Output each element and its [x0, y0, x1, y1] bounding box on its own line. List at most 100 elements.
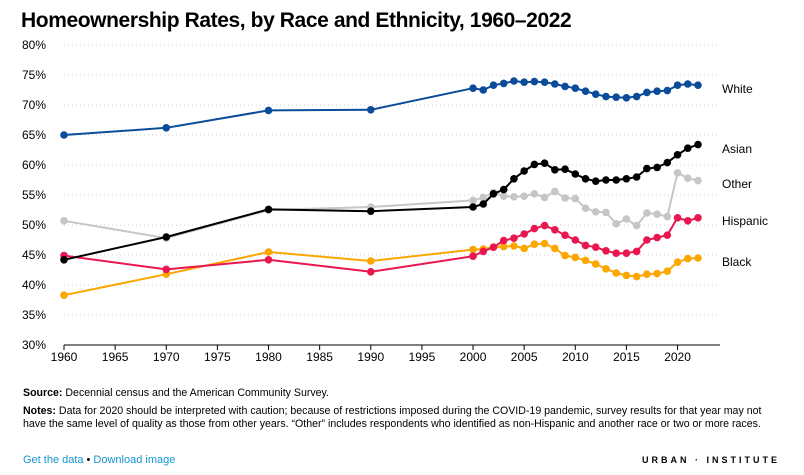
x-tick-label: 2005: [511, 350, 538, 364]
y-tick-label: 55%: [22, 188, 46, 202]
data-point-asian: [162, 233, 171, 241]
data-point-asian: [520, 167, 528, 175]
data-point-other: [520, 192, 528, 200]
data-point-other: [622, 215, 631, 223]
data-point-hispanic: [581, 241, 590, 250]
notes-text: Data for 2020 should be interpreted with…: [23, 405, 762, 430]
notes-label: Notes:: [23, 405, 56, 417]
data-point-black: [264, 248, 273, 256]
data-point-other: [663, 212, 672, 221]
data-point-white: [663, 86, 672, 95]
series-label-hispanic: Hispanic: [722, 214, 768, 228]
data-point-asian: [366, 207, 375, 215]
data-point-asian: [571, 170, 580, 178]
y-tick-label: 45%: [22, 248, 46, 262]
data-point-black: [530, 240, 539, 248]
series-line-hispanic: [63, 216, 699, 273]
data-point-other: [551, 187, 559, 196]
axes: 30% 35% 40% 45% 50% 55% 60% 65% 70% 75% 80% 1960 196…: [22, 38, 720, 364]
data-point-white: [366, 106, 375, 114]
y-tick-label: 65%: [22, 128, 46, 142]
data-point-hispanic: [162, 265, 171, 274]
series-label-asian: Asian: [722, 142, 752, 156]
data-point-black: [469, 245, 477, 254]
data-point-hispanic: [673, 214, 682, 222]
data-point-hispanic: [632, 247, 641, 256]
y-tick-label: 80%: [22, 38, 46, 52]
data-point-other: [683, 174, 692, 182]
series-label-black: Black: [722, 255, 752, 269]
data-point-other: [653, 210, 661, 218]
y-tick-label: 60%: [22, 158, 46, 172]
notes: Notes: Data for 2020 should be interpret…: [23, 405, 783, 431]
data-point-other: [530, 190, 539, 198]
data-point-white: [581, 87, 590, 95]
data-point-black: [510, 242, 518, 250]
chart-footer: Source: Decennial census and the America…: [23, 387, 783, 436]
data-point-other: [632, 221, 641, 230]
data-point-asian: [60, 255, 68, 264]
series-group: [60, 77, 702, 300]
data-point-black: [622, 271, 631, 280]
series-line-other: [63, 171, 699, 240]
data-point-asian: [694, 140, 702, 149]
data-point-other: [561, 194, 569, 202]
download-image-link[interactable]: Download image: [93, 454, 176, 466]
y-tick-label: 40%: [22, 278, 46, 292]
data-point-hispanic: [479, 247, 488, 256]
data-point-white: [551, 80, 559, 88]
data-point-white: [510, 77, 518, 85]
line-chart: 30% 35% 40% 45% 50% 55% 60% 65% 70% 75% 80% 1960 196…: [22, 38, 768, 364]
y-tick-label: 50%: [22, 218, 46, 232]
data-point-white: [499, 79, 508, 88]
x-tick-label: 1980: [255, 350, 282, 364]
data-point-white: [632, 92, 641, 101]
data-point-black: [663, 267, 672, 276]
data-point-black: [520, 244, 528, 253]
data-point-asian: [622, 175, 631, 183]
chart-title: Homeownership Rates, by Race and Ethnici…: [21, 9, 572, 32]
data-point-asian: [530, 160, 539, 169]
data-point-white: [489, 81, 498, 89]
data-point-asian: [643, 164, 651, 173]
data-point-other: [469, 196, 477, 205]
data-point-hispanic: [653, 233, 661, 242]
data-point-black: [499, 242, 508, 251]
data-point-white: [683, 80, 692, 88]
data-point-other: [479, 193, 488, 202]
data-point-white: [520, 78, 528, 86]
data-point-white: [602, 92, 610, 101]
data-point-white: [162, 124, 171, 132]
data-point-asian: [673, 151, 682, 159]
data-point-other: [571, 194, 580, 203]
data-point-asian: [632, 173, 641, 181]
data-point-hispanic: [612, 249, 620, 257]
y-tick-label: 75%: [22, 68, 46, 82]
data-point-black: [632, 272, 641, 281]
data-point-white: [673, 81, 682, 89]
data-point-black: [683, 254, 692, 263]
series-line-white: [63, 80, 699, 136]
data-point-black: [643, 270, 651, 279]
data-point-asian: [479, 200, 488, 208]
x-tick-label: 2010: [562, 350, 589, 364]
data-point-asian: [510, 175, 518, 183]
data-point-asian: [499, 185, 508, 194]
x-tick-label: 2000: [460, 350, 487, 364]
data-point-hispanic: [499, 236, 508, 245]
data-point-asian: [540, 159, 549, 167]
data-point-white: [643, 88, 651, 97]
get-data-link[interactable]: Get the data: [23, 454, 84, 466]
data-point-white: [60, 131, 68, 139]
data-point-asian: [469, 203, 477, 211]
x-tick-label: 1970: [153, 350, 180, 364]
x-tick-label: 1960: [51, 350, 78, 364]
data-point-white: [469, 84, 477, 92]
x-tick-label: 1965: [102, 350, 129, 364]
data-point-asian: [264, 205, 273, 214]
data-point-white: [530, 77, 539, 86]
data-point-asian: [653, 163, 661, 172]
data-point-hispanic: [643, 236, 651, 244]
x-tick-label: 1990: [357, 350, 384, 364]
data-point-black: [551, 244, 559, 253]
